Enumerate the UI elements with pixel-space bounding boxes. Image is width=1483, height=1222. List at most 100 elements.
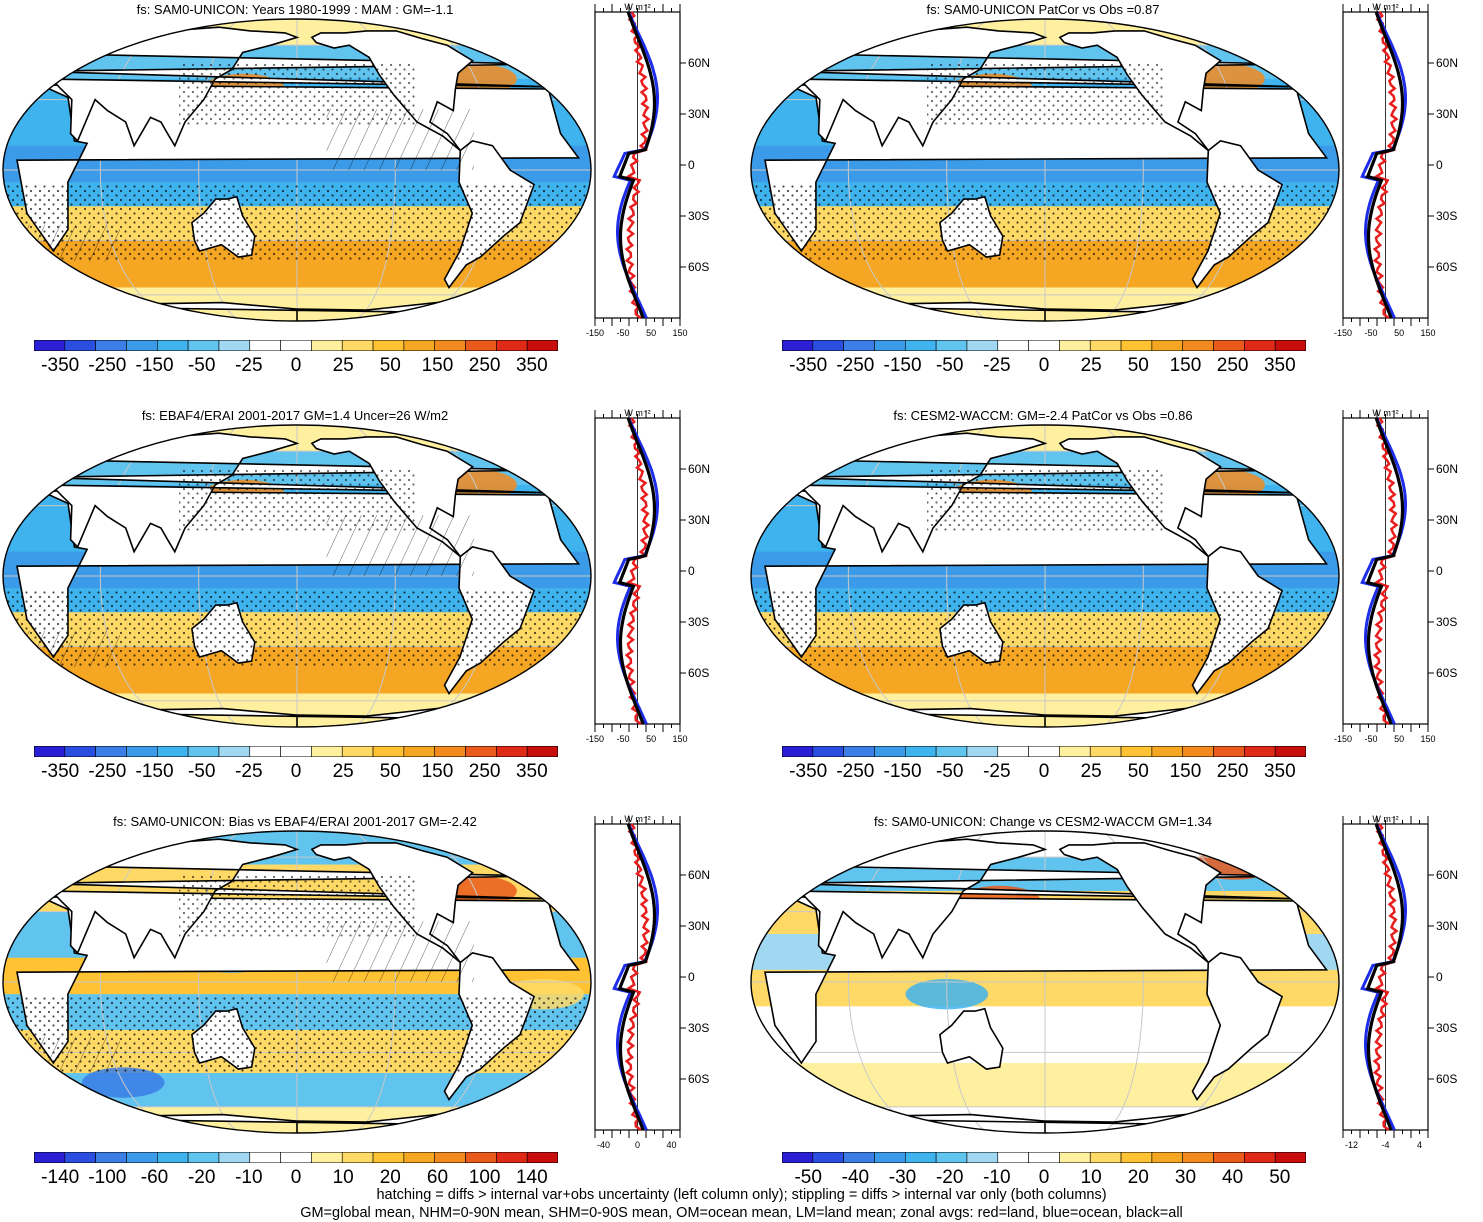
land-southAmerica: [1191, 952, 1284, 1101]
zonal-curve: [624, 11, 651, 320]
panel-title: fs: EBAF4/ERAI 2001-2017 GM=1.4 Uncer=26…: [141, 408, 449, 423]
colorbar-swatch: [1213, 340, 1245, 351]
colorbar-swatch: [218, 1152, 251, 1163]
colorbar-labels: -350 -250 -150 -50 -25 0 25 50 150 250 350: [782, 761, 1306, 785]
colorbar-label: -10: [983, 1167, 1011, 1188]
zonal-lat-label: 60N: [1436, 462, 1458, 476]
colorbar-label: 0: [290, 761, 302, 782]
colorbar-label: 150: [1169, 355, 1202, 376]
colorbar-label: -30: [888, 1167, 917, 1188]
colorbar-swatch: [782, 340, 814, 351]
colorbar-label: 20: [1127, 1167, 1149, 1188]
colorbar-swatch: [782, 746, 814, 757]
colorbar-swatch: [935, 1152, 968, 1163]
colorbar-swatch: [812, 1152, 844, 1163]
colorbar-swatch: [1028, 1152, 1060, 1163]
zonal-lat-label: 30S: [688, 1021, 709, 1035]
colorbar-swatch: [1182, 1152, 1214, 1163]
zonal-xtick-label: -150: [586, 734, 604, 744]
colorbar-label: 25: [1080, 761, 1102, 782]
colorbar-swatch: [280, 1152, 312, 1163]
colorbar-swatch: [280, 746, 312, 757]
colorbar-swatch: [1151, 746, 1184, 757]
world-map: [750, 18, 1340, 322]
colorbar-label: 20: [379, 1167, 401, 1188]
colorbar-swatch: [218, 746, 251, 757]
zonal-xtick-label: 150: [672, 328, 687, 338]
zonal-average-plot: W m⁻² 60N 30N 0 30S 60S -150 -50 50 150: [586, 408, 710, 744]
zonal-xtick-label: -150: [586, 328, 604, 338]
panel-title: fs: SAM0-UNICON PatCor vs Obs =0.87: [926, 2, 1160, 17]
colorbar-swatch: [935, 746, 968, 757]
zonal-curve: [1372, 417, 1399, 726]
zonal-xtick-label: 50: [1394, 328, 1404, 338]
footer-note-hatching: hatching = diffs > internal var+obs unce…: [376, 1187, 1107, 1203]
colorbar-label: 350: [1263, 761, 1296, 782]
colorbar-swatch: [218, 340, 251, 351]
land-africa: [764, 896, 1329, 1065]
colorbar-swatch: [1089, 340, 1122, 351]
zonal-xtick-label: -40: [597, 1140, 610, 1150]
colorbar-swatch: [966, 1152, 999, 1163]
colorbar-label: 10: [332, 1167, 354, 1188]
zonal-lat-label: 30N: [1436, 919, 1458, 933]
colorbar-swatch: [997, 746, 1029, 757]
colorbar-swatch: [1089, 746, 1122, 757]
zonal-lat-label: 60N: [688, 462, 710, 476]
colorbar-labels: -350 -250 -150 -50 -25 0 25 50 150 250 350: [34, 761, 558, 785]
colorbar: [782, 340, 1306, 351]
colorbar-swatch: [496, 746, 528, 757]
land-northAmerica: [1058, 842, 1222, 964]
zonal-lat-label: 60S: [688, 260, 709, 274]
colorbar-swatch: [372, 746, 405, 757]
colorbar-swatch: [1089, 1152, 1122, 1163]
colorbar-swatch: [403, 746, 436, 757]
colorbar-swatch: [465, 746, 497, 757]
colorbar: [782, 746, 1306, 757]
map-panel: fs: SAM0-UNICON PatCor vs Obs =0.87 W m⁻²…: [748, 0, 1483, 405]
colorbar-swatch: [966, 340, 999, 351]
colorbar-swatch: [1244, 1152, 1276, 1163]
colorbar-swatch: [812, 340, 844, 351]
colorbar-label: -250: [836, 355, 875, 376]
colorbar-swatch: [156, 746, 189, 757]
colorbar-swatch: [935, 340, 968, 351]
colorbar-swatch: [34, 340, 66, 351]
colorbar-swatch: [843, 340, 875, 351]
zonal-xtick-label: 50: [646, 328, 656, 338]
colorbar-label: -350: [41, 761, 80, 782]
colorbar-label: 350: [515, 761, 548, 782]
colorbar-label: 50: [1127, 761, 1149, 782]
colorbar-swatch: [465, 1152, 497, 1163]
colorbar-label: -25: [235, 355, 263, 376]
zonal-xtick-label: -12: [1345, 1140, 1358, 1150]
panel-title: fs: SAM0-UNICON: Change vs CESM2-WACCM G…: [874, 814, 1212, 829]
colorbar-label: 250: [468, 355, 501, 376]
map-panel: fs: SAM0-UNICON: Years 1980-1999 : MAM :…: [0, 0, 740, 405]
footer-note-legend: GM=global mean, NHM=0-90N mean, SHM=0-90…: [300, 1205, 1183, 1221]
colorbar-label: 30: [1174, 1167, 1197, 1188]
zonal-lat-label: 60N: [688, 868, 710, 882]
zonal-lat-label: 60N: [1436, 868, 1458, 882]
map-panel: fs: SAM0-UNICON: Change vs CESM2-WACCM G…: [748, 812, 1483, 1217]
colorbar-label: -350: [41, 355, 80, 376]
zonal-lat-label: 0: [1436, 158, 1443, 172]
zonal-lat-label: 60S: [1436, 666, 1457, 680]
colorbar-swatch: [1120, 340, 1153, 351]
colorbar-swatch: [1244, 746, 1276, 757]
map-panel: fs: CESM2-WACCM: GM=-2.4 PatCor vs Obs =…: [748, 406, 1483, 811]
colorbar-labels: -140 -100 -60 -20 -10 0 10 20 60 100 140: [34, 1167, 558, 1191]
colorbar-swatch: [249, 1152, 281, 1163]
colorbar-label: -50: [187, 761, 216, 782]
zonal-lat-label: 60S: [1436, 1072, 1457, 1086]
colorbar-swatch: [1120, 746, 1153, 757]
colorbar-label: 25: [332, 761, 354, 782]
zonal-lat-label: 0: [688, 564, 695, 578]
colorbar-swatch: [1274, 1152, 1306, 1163]
colorbar-label: 25: [332, 355, 354, 376]
panel-title: fs: SAM0-UNICON: Bias vs EBAF4/ERAI 2001…: [113, 814, 477, 829]
colorbar-label: 25: [1080, 355, 1102, 376]
zonal-xtick-label: 150: [1420, 328, 1435, 338]
colorbar-labels: -350 -250 -150 -50 -25 0 25 50 150 250 350: [782, 355, 1306, 379]
zonal-lat-label: 30S: [1436, 209, 1457, 223]
